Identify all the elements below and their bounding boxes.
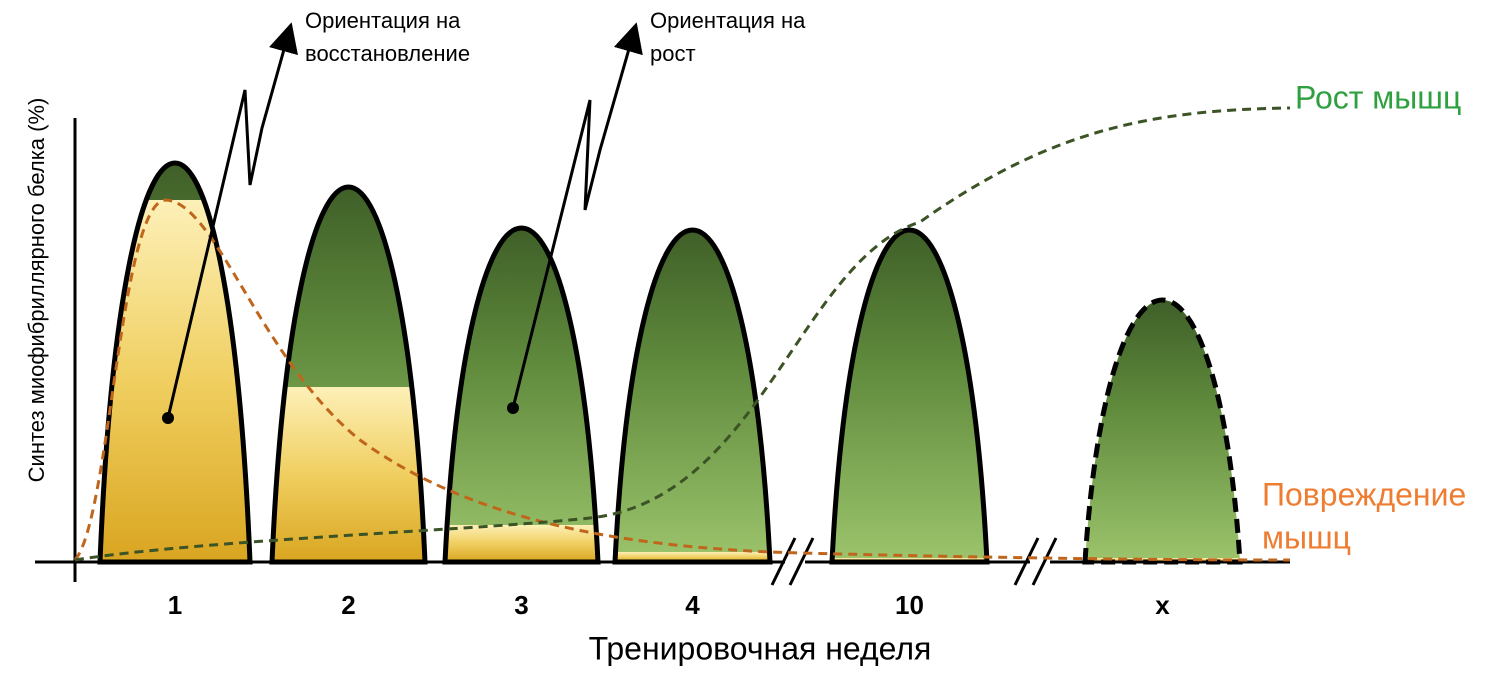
hump-recovery-fill [615, 552, 770, 562]
arrow-dot [507, 402, 519, 414]
week-label: 4 [685, 590, 700, 620]
hump-recovery-fill [1085, 558, 1240, 562]
week-label: x [1155, 590, 1170, 620]
damage-label: Повреждение [1262, 476, 1466, 512]
annotation: восстановление [305, 41, 470, 66]
x-axis-label: Тренировочная неделя [589, 630, 932, 666]
growth-label: Рост мышц [1295, 79, 1461, 115]
arrow [166, 22, 298, 419]
hump [445, 228, 598, 562]
hump [100, 163, 250, 562]
annotation: рост [650, 41, 696, 66]
humps [97, 160, 1243, 565]
hump [615, 230, 770, 562]
hump-outline [442, 225, 601, 565]
week-label: 3 [514, 590, 528, 620]
hump-growth-fill [832, 230, 987, 562]
hump-outline [97, 160, 253, 565]
hump-outline [612, 227, 773, 565]
hump [832, 230, 987, 562]
hump-growth-fill [1085, 300, 1240, 562]
axis-break [770, 537, 1058, 586]
hump-outline [829, 227, 990, 565]
damage-label: мышц [1262, 519, 1351, 555]
hump-growth-fill [445, 228, 598, 562]
week-label: 10 [895, 590, 924, 620]
growth-curve [74, 106, 1291, 562]
hump-recovery-fill [100, 200, 250, 562]
hump-outline [269, 184, 428, 565]
y-axis-label: Синтез миофибриллярного белка (%) [24, 98, 49, 483]
hump-recovery-fill [445, 525, 598, 562]
arrow-dot [162, 412, 174, 424]
annotation: Ориентация на [305, 8, 461, 33]
hump [272, 187, 425, 562]
annotation: Ориентация на [650, 8, 806, 33]
damage-curve [73, 198, 1291, 562]
hump-outline [1082, 297, 1243, 565]
hump-growth-fill [615, 230, 770, 562]
hump [1085, 300, 1240, 562]
week-label: 2 [341, 590, 355, 620]
hump-recovery-fill [272, 387, 425, 562]
arrow [511, 22, 643, 409]
week-label: 1 [168, 590, 182, 620]
